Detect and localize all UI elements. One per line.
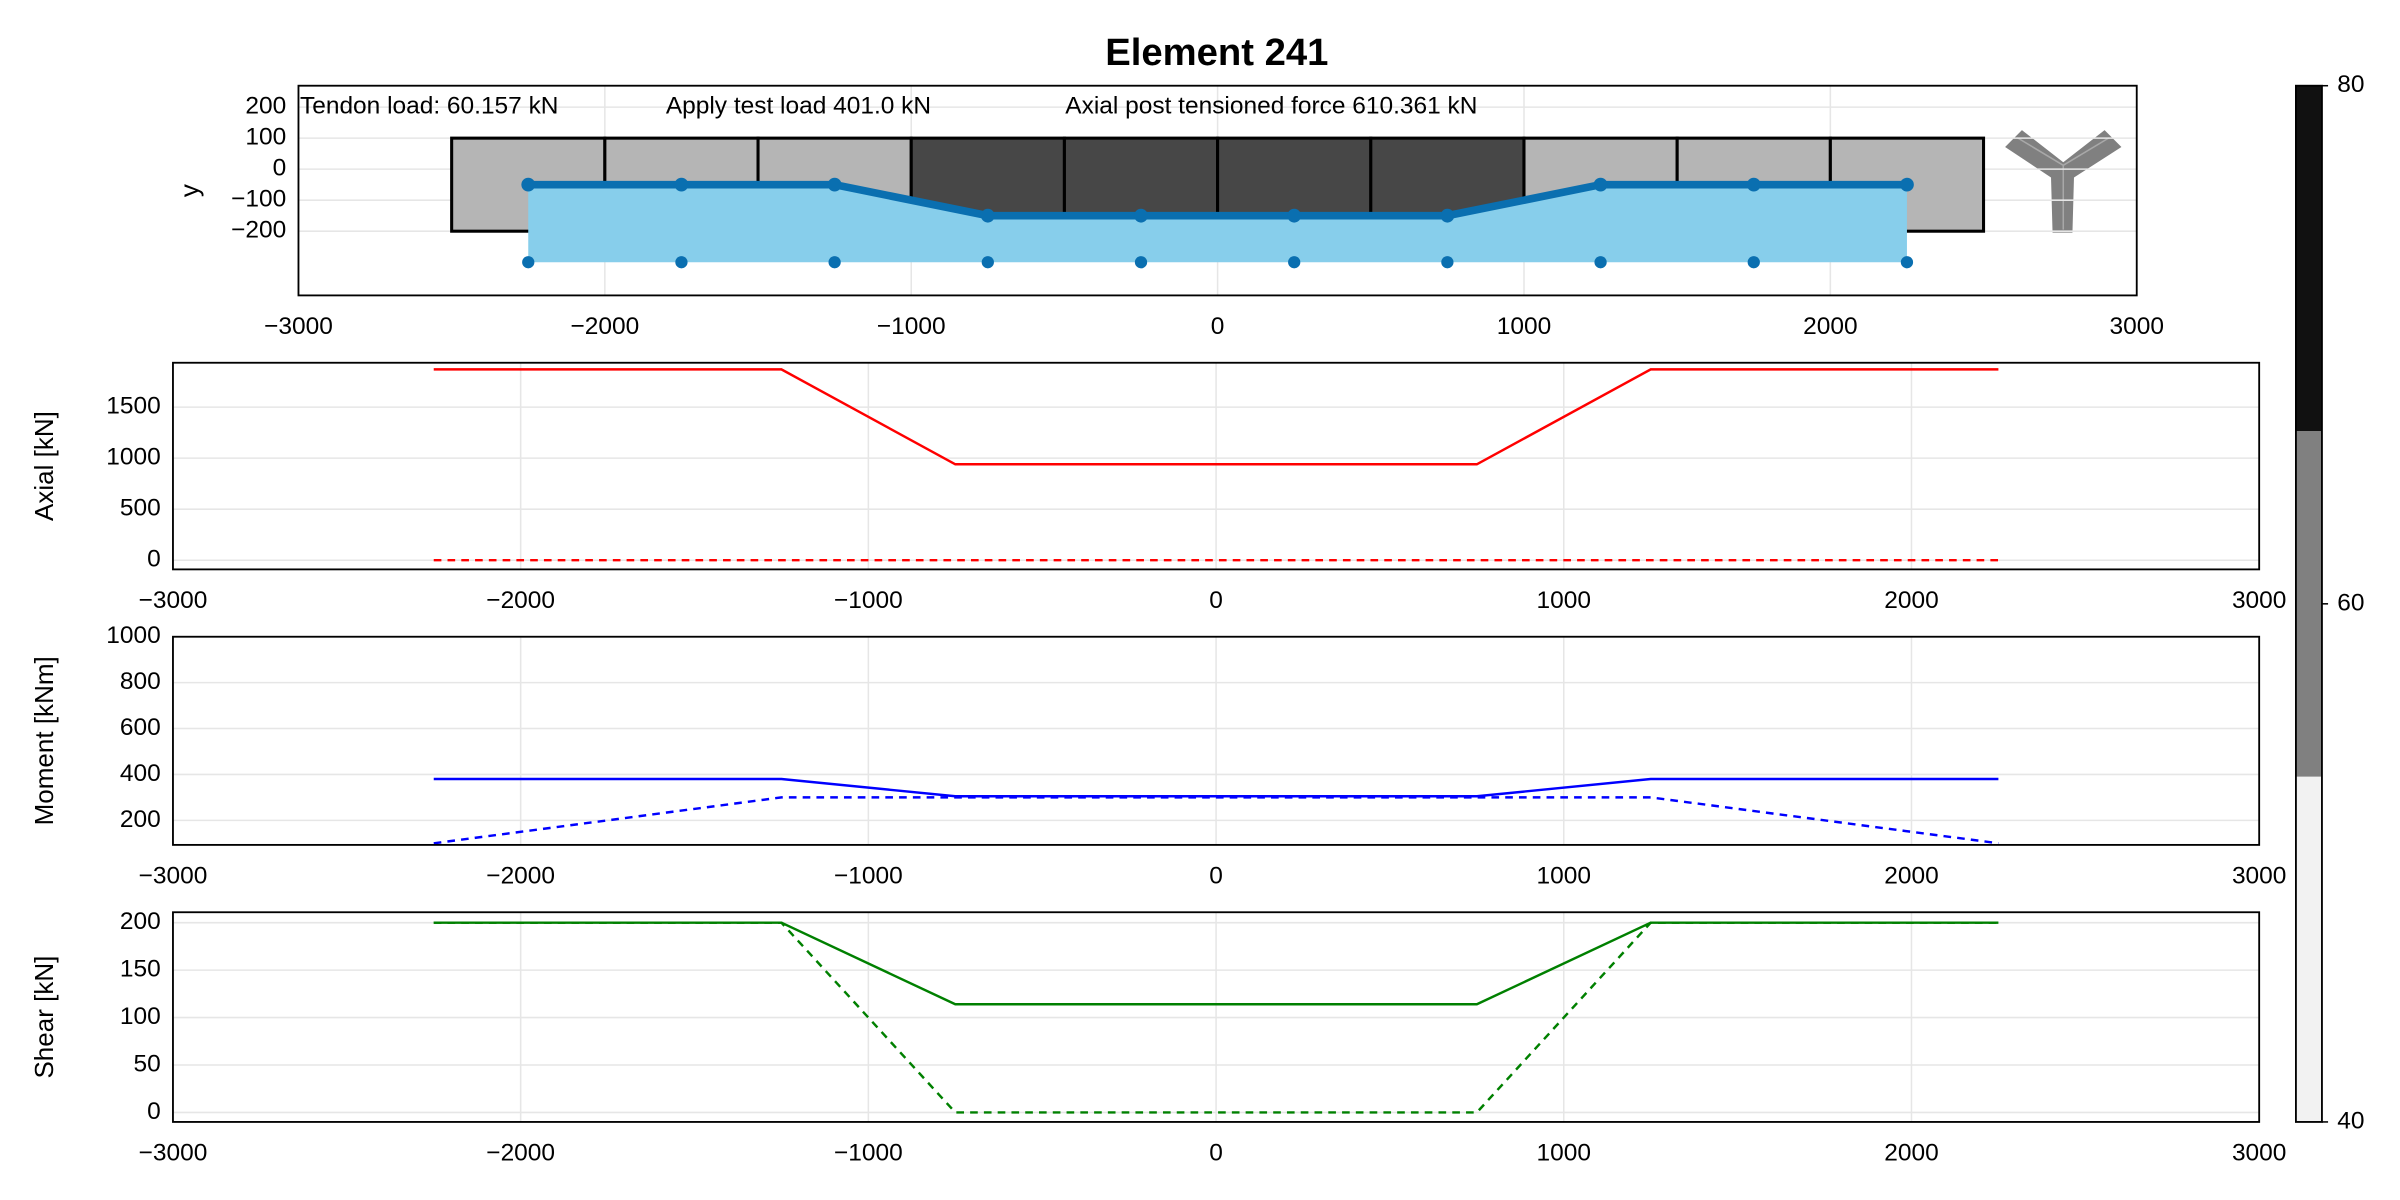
y-tick-label: 200	[120, 806, 161, 833]
anchor-point	[522, 256, 535, 269]
x-tick-label: −2000	[486, 1140, 555, 1167]
colorbar-segment	[2295, 85, 2322, 432]
y-tick-label: 800	[120, 668, 161, 695]
x-tick-label: 3000	[2232, 1140, 2286, 1167]
y-tick-label: 200	[120, 908, 161, 935]
x-tick-label: −1000	[834, 587, 903, 614]
tendon-area	[528, 184, 1907, 263]
tendon-point	[1440, 208, 1455, 223]
y-axis-label: Moment [kNm]	[29, 656, 59, 825]
x-tick-label: 1000	[1537, 1140, 1591, 1167]
tendon-line	[528, 180, 1907, 220]
plot-frame	[297, 84, 2138, 297]
anchor-point	[1134, 256, 1148, 269]
anchor-point	[1900, 256, 1914, 269]
plot-frame	[172, 361, 2261, 571]
x-tick-label: 0	[1211, 313, 1225, 340]
x-tick-label: 2000	[1884, 1140, 1938, 1167]
x-tick-label: −1000	[877, 313, 946, 340]
annotation: Tendon load: 60.157 kN	[300, 93, 558, 120]
y-tick-label: 200	[245, 93, 286, 120]
section-lines	[2016, 137, 2110, 230]
tendon-point	[674, 177, 689, 192]
anchor-point	[675, 256, 688, 269]
colorbar-segment	[2295, 431, 2322, 777]
y-tick-label: 1000	[106, 444, 160, 471]
anchor-point	[828, 256, 841, 269]
series-line	[433, 796, 1999, 845]
plot-frame	[172, 911, 2261, 1123]
x-tick-label: −1000	[834, 863, 903, 890]
x-tick-label: 0	[1209, 863, 1223, 890]
anchor-point	[1288, 256, 1301, 269]
x-tick-label: −2000	[486, 587, 555, 614]
x-tick-label: 0	[1209, 587, 1223, 614]
tendon-point	[1134, 208, 1148, 223]
x-tick-label: 2000	[1803, 313, 1857, 340]
y-tick-label: −200	[231, 217, 286, 244]
y-tick-label: 0	[147, 1098, 161, 1125]
anchor-point	[1747, 256, 1760, 269]
anchor-point	[1594, 256, 1607, 269]
tendon-point	[1593, 177, 1608, 192]
colorbar-tick-label: 80	[2337, 71, 2364, 98]
x-tick-label: −3000	[139, 587, 208, 614]
chart-title: Element 241	[1105, 31, 1328, 74]
y-axis-label: y	[174, 184, 204, 197]
colorbar-segment	[2295, 776, 2322, 1122]
y-tick-label: 0	[147, 546, 161, 573]
y-tick-label: 400	[120, 760, 161, 787]
tendon-point	[1746, 177, 1761, 192]
series-line	[433, 368, 1999, 466]
y-tick-label: 1500	[106, 393, 160, 420]
colorbar-tick-label: 60	[2337, 589, 2364, 616]
anchor-point	[981, 256, 994, 269]
y-axis-label: Axial [kN]	[29, 411, 59, 521]
y-tick-label: 0	[273, 155, 287, 182]
x-tick-label: 2000	[1884, 863, 1938, 890]
y-tick-label: 100	[120, 1003, 161, 1030]
cross-section-icon	[2005, 130, 2122, 233]
anchor-point	[1441, 256, 1454, 269]
annotation: Apply test load 401.0 kN	[666, 93, 931, 120]
y-tick-label: 50	[133, 1050, 160, 1077]
y-axis-label: Shear [kN]	[29, 956, 59, 1079]
x-tick-label: 1000	[1497, 313, 1551, 340]
y-tick-label: 600	[120, 714, 161, 741]
x-tick-label: 3000	[2232, 863, 2286, 890]
y-tick-label: 500	[120, 495, 161, 522]
tendon-point	[1287, 208, 1302, 223]
y-tick-label: −100	[231, 186, 286, 213]
y-tick-label: 100	[245, 124, 286, 151]
x-tick-label: 2000	[1884, 587, 1938, 614]
x-tick-label: −3000	[264, 313, 333, 340]
y-tick-label: 1000	[106, 622, 160, 649]
x-tick-label: 0	[1209, 1140, 1223, 1167]
x-tick-label: 1000	[1537, 863, 1591, 890]
plot-frame	[2294, 84, 2323, 1123]
x-tick-label: −2000	[570, 313, 639, 340]
plot-frame	[172, 635, 2261, 846]
tendon-point	[521, 177, 536, 192]
x-tick-label: 3000	[2232, 587, 2286, 614]
x-tick-label: −3000	[139, 863, 208, 890]
tendon-point	[980, 208, 995, 223]
x-tick-label: −3000	[139, 1140, 208, 1167]
series-line	[433, 921, 1999, 1114]
x-tick-label: −1000	[834, 1140, 903, 1167]
x-tick-label: 3000	[2110, 313, 2164, 340]
colorbar-tick-label: 40	[2337, 1107, 2364, 1134]
annotation: Axial post tensioned force 610.361 kN	[1065, 93, 1477, 120]
x-tick-label: 1000	[1537, 587, 1591, 614]
x-tick-label: −2000	[486, 863, 555, 890]
tendon-point	[827, 177, 842, 192]
y-tick-label: 150	[120, 956, 161, 983]
tendon-point	[1900, 177, 1914, 192]
